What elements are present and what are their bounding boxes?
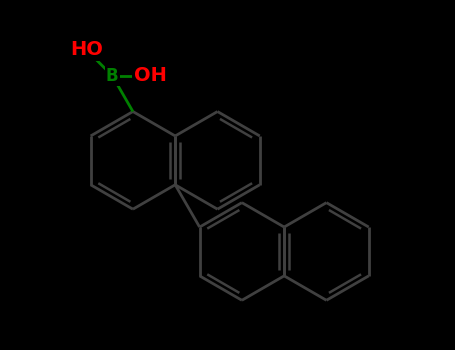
Text: HO: HO [70,40,103,59]
Text: OH: OH [134,66,167,85]
Text: B: B [106,66,118,85]
